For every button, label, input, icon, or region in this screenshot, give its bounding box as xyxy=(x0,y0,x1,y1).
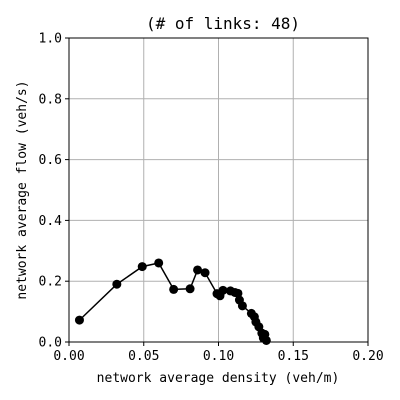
y-tick-label: 0.6 xyxy=(39,153,62,168)
tick-layer: 0.00 0.05 0.10 0.15 0.20 0.0 0.2 0.4 0.6 0.8 1.0 xyxy=(39,32,384,365)
data-point xyxy=(233,288,243,298)
x-axis-label: network average density (veh/m) xyxy=(97,371,340,386)
x-tick-label: 0.20 xyxy=(352,349,383,364)
data-point xyxy=(154,258,164,268)
x-tick-label: 0.05 xyxy=(128,349,159,364)
data-point xyxy=(193,265,203,275)
data-point xyxy=(169,284,179,294)
chart-title: (# of links: 48) xyxy=(146,14,300,33)
y-tick-label: 1.0 xyxy=(39,32,62,47)
x-tick-label: 0.10 xyxy=(203,349,234,364)
x-tick-label: 0.00 xyxy=(53,349,84,364)
x-tick-label: 0.15 xyxy=(278,349,309,364)
y-tick-label: 0.2 xyxy=(39,275,62,290)
y-tick-label: 0.8 xyxy=(39,92,62,107)
series-layer xyxy=(74,258,271,345)
data-point xyxy=(74,315,84,325)
data-point xyxy=(237,301,247,311)
data-point xyxy=(137,262,147,272)
data-point xyxy=(185,284,195,294)
data-point xyxy=(261,335,271,345)
data-point xyxy=(218,285,228,295)
data-point xyxy=(112,279,122,289)
y-tick-label: 0.0 xyxy=(39,336,62,351)
y-axis-label: network average flow (veh/s) xyxy=(15,80,30,299)
y-tick-label: 0.4 xyxy=(39,214,63,229)
data-point xyxy=(200,268,210,278)
